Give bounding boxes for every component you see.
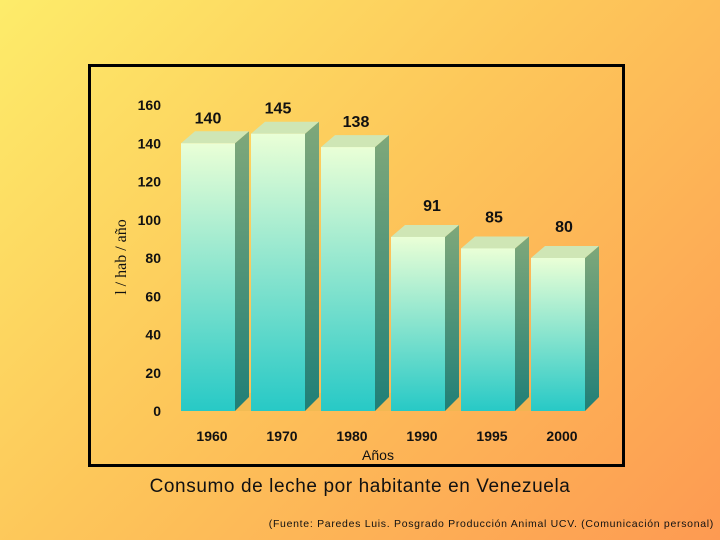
bar-1990 — [391, 224, 459, 411]
chart-frame: 0 20 40 60 80 100 120 140 160 140 1960 145 1970 138 1… — [88, 64, 625, 467]
x-tick-label: 2000 — [546, 428, 577, 444]
bar-1960 — [181, 131, 249, 411]
y-tick-label: 120 — [138, 174, 162, 190]
x-tick-label: 1995 — [476, 428, 507, 444]
bar-front — [251, 133, 305, 411]
bar-side — [375, 135, 389, 411]
bar-chart: 0 20 40 60 80 100 120 140 160 140 1960 145 1970 138 1… — [113, 97, 599, 463]
bar-front — [181, 143, 235, 411]
y-tick-label: 0 — [153, 403, 161, 419]
y-tick-label: 60 — [145, 288, 161, 304]
bar-front — [531, 258, 585, 411]
x-tick-label: 1990 — [406, 428, 437, 444]
bar-1970 — [251, 121, 319, 411]
bar-front — [391, 236, 445, 411]
bar-1995 — [461, 236, 529, 411]
y-tick-label: 80 — [145, 250, 161, 266]
bar-side — [515, 236, 529, 411]
bar-top — [531, 246, 599, 258]
bar-side — [445, 224, 459, 411]
data-label: 91 — [423, 198, 441, 215]
bar-1980 — [321, 135, 389, 411]
data-label: 145 — [265, 101, 292, 118]
bar-front — [461, 248, 515, 411]
bar-front — [321, 147, 375, 411]
y-tick-label: 100 — [138, 212, 162, 228]
x-tick-label: 1960 — [196, 428, 227, 444]
y-tick-label: 20 — [145, 365, 161, 381]
bar-top — [391, 224, 459, 237]
y-axis-label: l / hab / año — [113, 219, 130, 295]
data-label: 80 — [555, 219, 573, 236]
bar-side — [585, 246, 599, 411]
data-label: 140 — [195, 110, 222, 127]
x-tick-label: 1980 — [336, 428, 367, 444]
bar-top — [461, 236, 529, 249]
bar-top — [181, 131, 249, 144]
chart-title: Consumo de leche por habitante en Venezu… — [149, 476, 571, 497]
y-tick-label: 40 — [145, 327, 161, 343]
bar-2000 — [531, 246, 599, 411]
bar-side — [305, 121, 319, 411]
source-note: (Fuente: Paredes Luis. Posgrado Producci… — [268, 518, 714, 530]
bar-side — [235, 131, 249, 411]
data-label: 85 — [485, 209, 503, 226]
data-label: 138 — [343, 114, 370, 131]
y-tick-label: 140 — [138, 135, 162, 151]
y-tick-label: 160 — [138, 97, 162, 113]
bar-top — [321, 135, 389, 148]
bar-top — [251, 121, 319, 134]
x-tick-label: 1970 — [266, 428, 297, 444]
x-axis-label: Años — [362, 447, 394, 463]
